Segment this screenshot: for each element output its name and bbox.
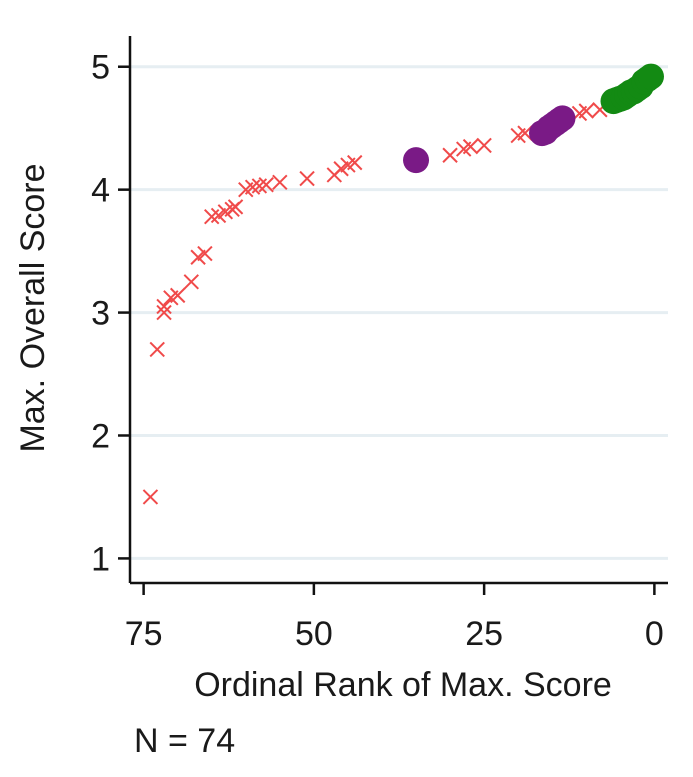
- cross-stroke: [156, 298, 172, 315]
- cross-stroke: [183, 274, 199, 290]
- cross-stroke: [347, 154, 363, 171]
- green-marker: [637, 63, 664, 90]
- x-axis-label: Ordinal Rank of Max. Score: [194, 666, 612, 704]
- cross-marker: [299, 170, 315, 187]
- cross-stroke: [476, 137, 492, 154]
- cross-stroke: [517, 125, 533, 141]
- y-axis-label: Max. Overall Score: [14, 163, 52, 452]
- cross-stroke: [156, 304, 172, 321]
- cross-stroke: [299, 170, 315, 187]
- cross-stroke: [578, 103, 594, 119]
- cross-stroke: [227, 199, 244, 215]
- cross-marker: [149, 341, 165, 358]
- cross-marker: [272, 174, 288, 190]
- cross-stroke: [149, 341, 165, 358]
- cross-marker: [476, 137, 492, 154]
- cross-stroke: [272, 174, 288, 190]
- sample-size-note: N = 74: [134, 722, 236, 760]
- cross-stroke: [462, 138, 479, 155]
- x-tick-label: 0: [645, 615, 664, 653]
- cross-marker: [156, 298, 172, 315]
- cross-marker: [142, 489, 159, 505]
- ticks: 1 2 3 4 5 75 50 25 0: [91, 49, 664, 653]
- cross-marker: [347, 154, 363, 171]
- purple-marker: [403, 147, 430, 174]
- cross-stroke: [258, 177, 274, 193]
- cross-marker: [156, 304, 172, 321]
- y-tick-label: 3: [91, 295, 110, 333]
- cross-marker: [517, 125, 533, 141]
- axes: [128, 36, 668, 585]
- y-tick-label: 2: [91, 417, 110, 455]
- x-tick-label: 75: [125, 615, 163, 653]
- cross-stroke: [142, 489, 159, 505]
- cross-marker: [258, 177, 274, 193]
- y-tick-label: 1: [91, 540, 110, 578]
- purple-marker: [549, 105, 576, 132]
- x-tick-label: 50: [295, 615, 333, 653]
- cross-marker: [578, 103, 594, 119]
- gridlines: [130, 65, 668, 560]
- cross-stroke: [197, 245, 213, 262]
- cross-marker: [462, 138, 479, 155]
- cross-marker: [197, 245, 213, 262]
- cross-stroke: [169, 287, 186, 304]
- y-tick-label: 4: [91, 172, 110, 210]
- x-tick-label: 25: [465, 615, 503, 653]
- cross-marker: [183, 274, 199, 290]
- cross-marker: [442, 147, 458, 163]
- cross-marker: [227, 199, 244, 215]
- data-points: [142, 63, 664, 505]
- y-tick-label: 5: [91, 49, 110, 87]
- cross-marker: [169, 287, 186, 304]
- cross-stroke: [442, 147, 458, 163]
